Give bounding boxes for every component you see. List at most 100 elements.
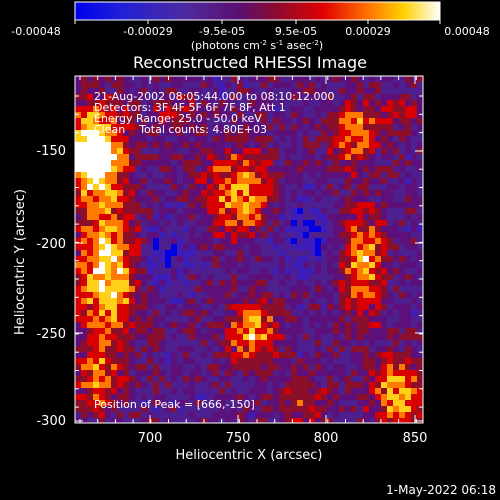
image-pixel bbox=[303, 154, 310, 161]
image-pixel bbox=[159, 184, 166, 191]
image-pixel bbox=[369, 268, 376, 275]
image-pixel bbox=[327, 400, 334, 407]
image-pixel bbox=[165, 82, 172, 89]
image-pixel bbox=[93, 130, 100, 137]
image-pixel bbox=[207, 124, 214, 131]
image-pixel bbox=[81, 202, 88, 209]
image-pixel bbox=[159, 382, 166, 389]
image-pixel bbox=[75, 250, 82, 257]
image-pixel bbox=[183, 160, 190, 167]
image-pixel bbox=[363, 316, 370, 323]
image-pixel bbox=[405, 190, 412, 197]
image-pixel bbox=[177, 154, 184, 161]
image-pixel bbox=[135, 178, 142, 185]
image-pixel bbox=[141, 232, 148, 239]
image-pixel bbox=[351, 112, 358, 119]
image-pixel bbox=[309, 250, 316, 257]
image-pixel bbox=[117, 262, 124, 269]
image-pixel bbox=[249, 256, 256, 263]
image-pixel bbox=[309, 358, 316, 365]
image-pixel bbox=[123, 316, 130, 323]
image-pixel bbox=[369, 334, 376, 341]
image-pixel bbox=[273, 112, 280, 119]
image-pixel bbox=[285, 310, 292, 317]
image-pixel bbox=[189, 118, 196, 125]
image-pixel bbox=[165, 382, 172, 389]
image-pixel bbox=[183, 370, 190, 377]
image-pixel bbox=[285, 142, 292, 149]
image-pixel bbox=[267, 292, 274, 299]
image-pixel bbox=[315, 400, 322, 407]
image-pixel bbox=[231, 364, 238, 371]
image-pixel bbox=[303, 274, 310, 281]
image-pixel bbox=[231, 124, 238, 131]
image-pixel bbox=[303, 406, 310, 413]
image-pixel bbox=[273, 400, 280, 407]
image-pixel bbox=[123, 268, 130, 275]
image-pixel bbox=[81, 106, 88, 113]
image-pixel bbox=[249, 112, 256, 119]
image-pixel bbox=[315, 124, 322, 131]
image-pixel bbox=[189, 346, 196, 353]
image-pixel bbox=[417, 76, 423, 83]
image-pixel bbox=[177, 394, 184, 401]
image-pixel bbox=[237, 304, 244, 311]
image-pixel bbox=[165, 262, 172, 269]
image-pixel bbox=[177, 160, 184, 167]
image-pixel bbox=[255, 352, 262, 359]
image-pixel bbox=[249, 160, 256, 167]
image-pixel bbox=[333, 388, 340, 395]
image-pixel bbox=[375, 358, 382, 365]
image-pixel bbox=[387, 352, 394, 359]
image-pixel bbox=[399, 232, 406, 239]
image-pixel bbox=[327, 208, 334, 215]
image-pixel bbox=[249, 154, 256, 161]
image-pixel bbox=[273, 340, 280, 347]
image-pixel bbox=[213, 166, 220, 173]
image-pixel bbox=[81, 208, 88, 215]
image-pixel bbox=[219, 364, 226, 371]
image-pixel bbox=[111, 256, 118, 263]
image-pixel bbox=[357, 160, 364, 167]
image-pixel bbox=[183, 166, 190, 173]
image-pixel bbox=[195, 394, 202, 401]
image-pixel bbox=[303, 100, 310, 107]
image-pixel bbox=[297, 328, 304, 335]
image-pixel bbox=[393, 250, 400, 257]
image-pixel bbox=[99, 358, 106, 365]
image-pixel bbox=[147, 124, 154, 131]
image-pixel bbox=[219, 148, 226, 155]
image-pixel bbox=[105, 328, 112, 335]
image-pixel bbox=[393, 178, 400, 185]
image-pixel bbox=[195, 178, 202, 185]
image-pixel bbox=[327, 406, 334, 413]
image-pixel bbox=[345, 358, 352, 365]
image-pixel bbox=[381, 268, 388, 275]
image-pixel bbox=[291, 178, 298, 185]
image-pixel bbox=[345, 100, 352, 107]
image-pixel bbox=[315, 142, 322, 149]
image-pixel bbox=[399, 262, 406, 269]
image-pixel bbox=[309, 106, 316, 113]
image-pixel bbox=[321, 298, 328, 305]
image-pixel bbox=[189, 400, 196, 407]
image-pixel bbox=[297, 142, 304, 149]
image-pixel bbox=[381, 220, 388, 227]
image-pixel bbox=[165, 292, 172, 299]
image-pixel bbox=[189, 370, 196, 377]
image-pixel bbox=[273, 316, 280, 323]
image-pixel bbox=[261, 178, 268, 185]
image-pixel bbox=[303, 142, 310, 149]
image-pixel bbox=[369, 136, 376, 143]
image-pixel bbox=[333, 418, 340, 423]
image-pixel bbox=[387, 310, 394, 317]
image-pixel bbox=[87, 334, 94, 341]
image-pixel bbox=[411, 340, 418, 347]
image-pixel bbox=[363, 334, 370, 341]
image-pixel bbox=[153, 154, 160, 161]
image-pixel bbox=[165, 250, 172, 257]
image-pixel bbox=[393, 382, 400, 389]
image-pixel bbox=[333, 166, 340, 173]
image-pixel bbox=[303, 280, 310, 287]
image-pixel bbox=[213, 394, 220, 401]
